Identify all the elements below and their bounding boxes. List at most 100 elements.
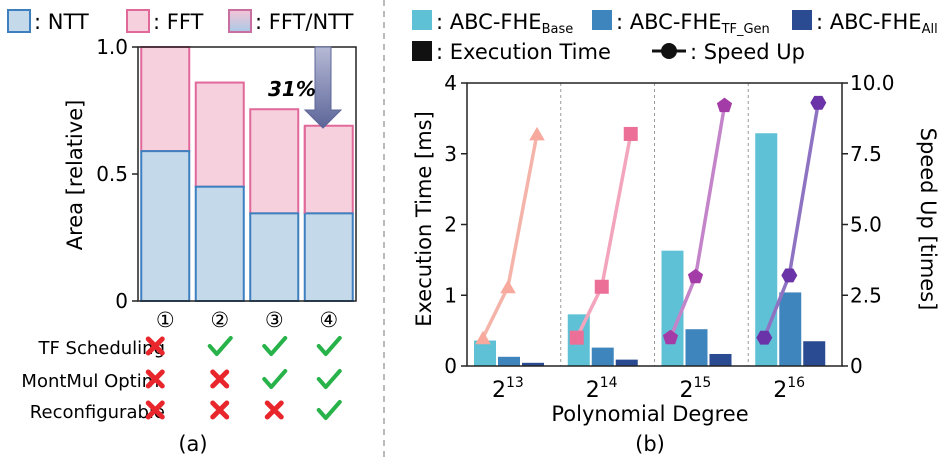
legend-fftntt-swatch: [228, 9, 252, 33]
check-icon: [316, 336, 342, 356]
check-icon: [316, 400, 342, 420]
cross-icon: [145, 369, 165, 389]
check-icon: [262, 336, 288, 356]
exec-time-bar: [661, 250, 684, 366]
speedup-marker: [810, 95, 827, 110]
b-y2-axis-label: Speed Up [times]: [916, 128, 940, 311]
b-category-label: 214: [586, 375, 618, 403]
exec-time-bar: [591, 347, 614, 366]
ntt-bar: [303, 212, 354, 302]
legend-fft-swatch: [126, 9, 150, 33]
cross-icon: [145, 336, 165, 356]
legend-fft-label: : FFT: [153, 10, 204, 34]
fft-bar: [140, 46, 191, 153]
speedup-marker: [500, 279, 516, 294]
fft-bar: [303, 124, 354, 215]
panel-a-caption: (a): [178, 432, 207, 456]
b-y-tick-label: 1: [444, 283, 457, 307]
exec-time-bar: [779, 292, 802, 366]
speedup-marker: [569, 330, 584, 345]
exec-time-bar: [522, 362, 544, 366]
a-y-ticks: 0 0.5 1.0: [96, 35, 138, 313]
legend-speedup-label: : Speed Up: [690, 40, 805, 64]
cross-icon: [145, 400, 165, 420]
b-bars: [474, 133, 826, 366]
a-plot-frame: [137, 46, 357, 302]
cross-icon: [210, 400, 230, 420]
check-icon: [262, 369, 288, 389]
exec-time-bar: [615, 359, 638, 366]
a-y-tick-label: 1.0: [96, 35, 128, 59]
b-category-label: 215: [679, 375, 711, 403]
speedup-marker: [716, 97, 733, 113]
panel-a: : NTT : FFT : FFT/NTT Area [relative] 00…: [7, 9, 357, 456]
legend-ntt-swatch: [7, 9, 31, 33]
legend-tfgen-swatch: [592, 10, 612, 30]
ntt-bar: [140, 150, 191, 302]
cross-icon: [210, 369, 230, 389]
b-y2-tick-label: 7.5: [850, 142, 882, 166]
speedup-marker: [529, 126, 545, 141]
b-y2-tick-label: 10.0: [850, 71, 895, 95]
speedup-marker: [594, 279, 609, 294]
legend-all-swatch: [792, 10, 812, 30]
b-y2-tick-label: 2.5: [850, 283, 882, 307]
legend-exectime-swatch: [412, 41, 432, 61]
cross-icon: [264, 400, 284, 420]
speedup-line: [575, 133, 633, 339]
legend-all-label: : ABC-FHEAll: [816, 10, 938, 37]
fft-bar: [249, 108, 300, 215]
legend-exectime-label: : Execution Time: [436, 40, 611, 64]
b-y-axis-label: Execution Time [ms]: [412, 111, 436, 327]
panel-b: : ABC-FHEBase : ABC-FHETF_Gen : ABC-FHEA…: [412, 10, 940, 456]
a-category-labels: ① ② ③ ④: [156, 308, 338, 332]
speedup-marker: [623, 126, 638, 141]
exec-time-bar: [498, 356, 520, 366]
panel-b-caption: (b): [635, 432, 665, 456]
b-category-label: 216: [773, 375, 805, 403]
speedup-marker: [687, 268, 704, 284]
legend-base-label: : ABC-FHEBase: [436, 10, 573, 37]
a-y-axis-label: Area [relative]: [63, 100, 87, 251]
exec-time-bar: [755, 133, 778, 366]
b-y-ticks: 0 1 2 3 4 0 2.5 5.0 7.5 10.0: [444, 71, 894, 378]
feature-label: Reconfigurable: [30, 402, 165, 423]
b-y2-tick-label: 5.0: [850, 213, 882, 237]
b-category-label: 213: [492, 375, 524, 403]
speedup-marker: [781, 268, 798, 283]
reduction-arrow-icon: [303, 46, 343, 129]
exec-time-bar: [474, 340, 496, 366]
a-category-label: ③: [265, 308, 284, 332]
feature-label: MontMul Optim.: [21, 371, 165, 392]
a-y-tick-label: 0.5: [96, 162, 128, 186]
b-speedup-lines: [475, 95, 827, 345]
b-y-tick-label: 2: [444, 213, 457, 237]
exec-time-bar: [709, 353, 732, 366]
reduction-annotation: 31%: [268, 77, 316, 101]
speedup-line: [481, 133, 539, 339]
feature-label: TF Scheduling: [37, 338, 165, 359]
speedup-marker: [475, 330, 491, 345]
legend-tfgen-label: : ABC-FHETF_Gen: [616, 10, 770, 37]
a-category-label: ④: [319, 308, 338, 332]
b-y-tick-label: 3: [444, 142, 457, 166]
ntt-bar: [194, 185, 245, 302]
speedup-marker: [662, 329, 679, 345]
legend-base-swatch: [412, 10, 432, 30]
ntt-bar: [249, 212, 300, 302]
b-y-tick-label: 4: [444, 71, 457, 95]
speedup-marker: [756, 330, 773, 345]
check-icon: [316, 369, 342, 389]
exec-time-bar: [803, 341, 826, 366]
b-category-labels: 213 214 215 216: [492, 375, 805, 403]
a-feature-table: TF Scheduling MontMul Optim. Reconfigurabl…: [21, 336, 342, 423]
check-icon: [207, 336, 233, 356]
b-plot-frame: [466, 82, 843, 367]
b-x-axis-label: Polynomial Degree: [551, 402, 748, 426]
a-category-label: ②: [210, 308, 229, 332]
b-y2-tick-label: 0: [850, 354, 863, 378]
legend-fftntt-label: : FFT/NTT: [255, 10, 354, 34]
a-y-tick-label: 0: [115, 289, 128, 313]
fft-bar: [194, 81, 245, 188]
